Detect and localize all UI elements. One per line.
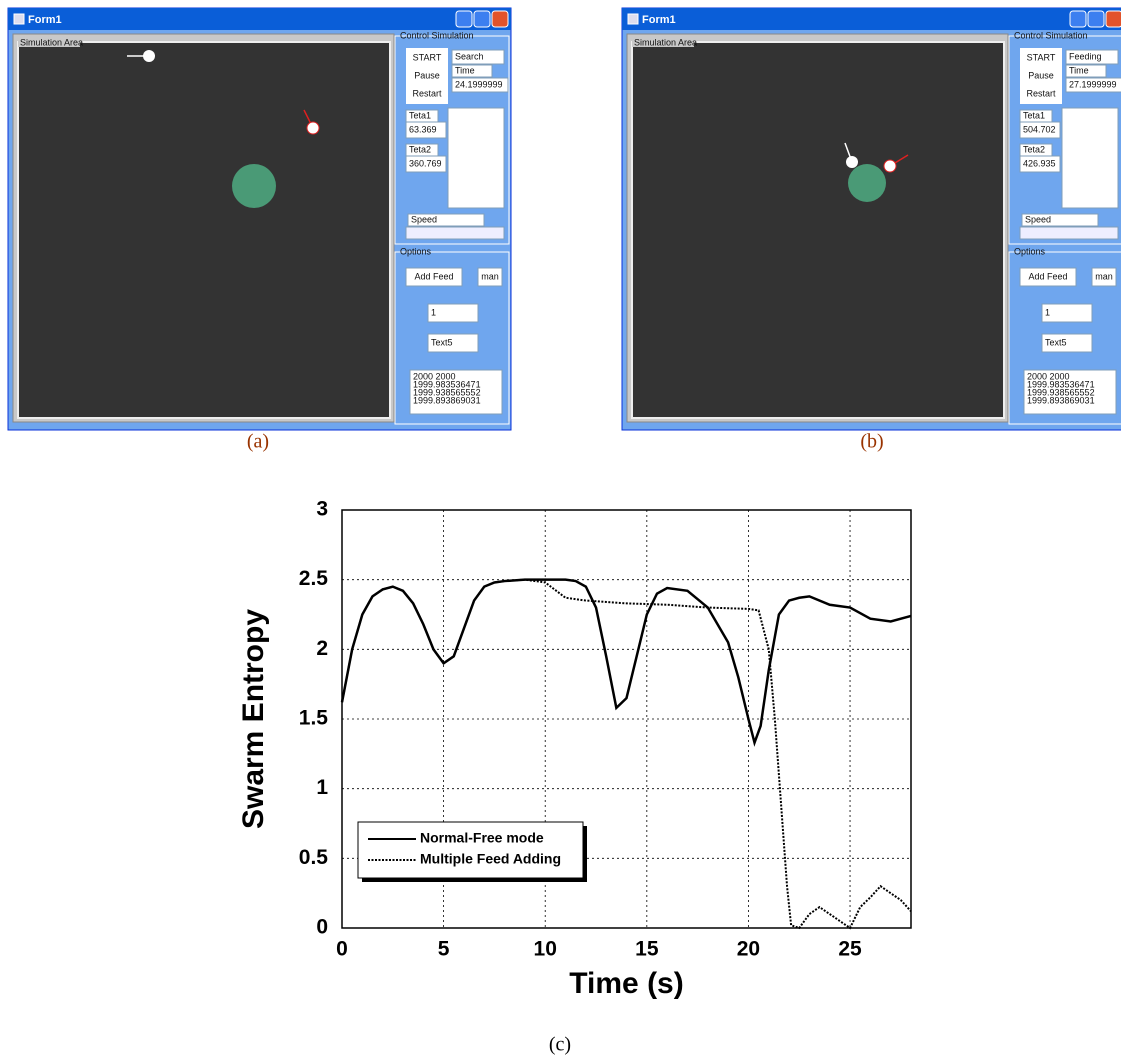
window-title: Form1 bbox=[642, 14, 676, 26]
teta1: 63.369 bbox=[409, 124, 437, 134]
y-tick-label: 0 bbox=[316, 916, 328, 939]
y-tick-label: 2 bbox=[316, 637, 328, 660]
speed-label: Speed bbox=[411, 214, 437, 224]
app-icon bbox=[628, 14, 638, 24]
caption: (a) bbox=[247, 431, 269, 453]
y-tick-label: 1.5 bbox=[299, 707, 329, 730]
x-tick-label: 10 bbox=[534, 938, 557, 961]
list-item: 1999.893869031 bbox=[413, 395, 481, 405]
control-label: Control Simulation bbox=[1014, 30, 1088, 40]
title-button[interactable] bbox=[1106, 11, 1121, 27]
feed bbox=[232, 164, 276, 208]
add-feed: Add Feed bbox=[414, 271, 453, 281]
field2: Text5 bbox=[431, 337, 453, 347]
window: Form1 Simulation Area Control Simulation ST… bbox=[622, 8, 1121, 453]
time: 27.1999999 bbox=[1069, 79, 1117, 89]
title-button[interactable] bbox=[1088, 11, 1104, 27]
sim-label: Simulation Area bbox=[20, 37, 83, 47]
x-tick-label: 20 bbox=[737, 938, 760, 961]
feed bbox=[848, 164, 886, 202]
sim-area bbox=[18, 42, 390, 418]
field1: 1 bbox=[1045, 307, 1050, 317]
button[interactable]: Pause bbox=[1028, 70, 1054, 80]
y-tick-label: 0.5 bbox=[299, 846, 329, 869]
field2: Text5 bbox=[1045, 337, 1067, 347]
scrollbar[interactable] bbox=[1020, 227, 1118, 239]
title-button[interactable] bbox=[1070, 11, 1086, 27]
y-tick-label: 3 bbox=[316, 498, 328, 521]
add-feed: Add Feed bbox=[1028, 271, 1067, 281]
teta1-label: Teta1 bbox=[1023, 110, 1045, 120]
title-button[interactable] bbox=[456, 11, 472, 27]
robot bbox=[143, 50, 155, 62]
caption: (c) bbox=[549, 1034, 571, 1056]
x-tick-label: 5 bbox=[438, 938, 450, 961]
robot bbox=[846, 156, 858, 168]
button[interactable]: START bbox=[413, 52, 442, 62]
x-tick-label: 15 bbox=[635, 938, 659, 961]
listbox-box bbox=[448, 108, 504, 208]
man: man bbox=[481, 271, 499, 281]
title-bar bbox=[622, 8, 1121, 30]
title-button[interactable] bbox=[492, 11, 508, 27]
teta2-label: Teta2 bbox=[409, 144, 431, 154]
sim-label: Simulation Area bbox=[634, 37, 697, 47]
app-icon bbox=[14, 14, 24, 24]
time-label: Time bbox=[455, 65, 475, 75]
x-tick-label: 0 bbox=[336, 938, 348, 961]
y-tick-label: 1 bbox=[316, 776, 328, 799]
teta2-label: Teta2 bbox=[1023, 144, 1045, 154]
button[interactable]: START bbox=[1027, 52, 1056, 62]
button[interactable]: Pause bbox=[414, 70, 440, 80]
y-axis-label: Swarm Entropy bbox=[237, 609, 270, 829]
figure: Form1 Simulation Area Control Simulation ST… bbox=[0, 0, 1121, 1059]
scrollbar[interactable] bbox=[406, 227, 504, 239]
window-title: Form1 bbox=[28, 14, 62, 26]
x-tick-label: 25 bbox=[838, 938, 862, 961]
window: Form1 Simulation Area Control Simulation ST… bbox=[8, 8, 511, 453]
mode: Search bbox=[455, 51, 484, 61]
time: 24.1999999 bbox=[455, 79, 503, 89]
robot bbox=[884, 160, 896, 172]
legend-label: Multiple Feed Adding bbox=[420, 851, 561, 867]
control-label: Control Simulation bbox=[400, 30, 474, 40]
robot bbox=[307, 122, 319, 134]
button[interactable]: Restart bbox=[1026, 88, 1056, 98]
listbox-box bbox=[1062, 108, 1118, 208]
y-tick-label: 2.5 bbox=[299, 567, 329, 590]
field1: 1 bbox=[431, 307, 436, 317]
teta1-label: Teta1 bbox=[409, 110, 431, 120]
teta2: 360.769 bbox=[409, 158, 442, 168]
legend-label: Normal-Free mode bbox=[420, 830, 544, 846]
mode: Feeding bbox=[1069, 51, 1102, 61]
options-label: Options bbox=[400, 246, 432, 256]
caption: (b) bbox=[860, 431, 883, 453]
button[interactable]: Restart bbox=[412, 88, 442, 98]
teta1: 504.702 bbox=[1023, 124, 1056, 134]
x-axis-label: Time (s) bbox=[569, 967, 683, 1000]
speed-label: Speed bbox=[1025, 214, 1051, 224]
teta2: 426.935 bbox=[1023, 158, 1056, 168]
list-item: 1999.893869031 bbox=[1027, 395, 1095, 405]
title-bar bbox=[8, 8, 511, 30]
man: man bbox=[1095, 271, 1113, 281]
title-button[interactable] bbox=[474, 11, 490, 27]
options-label: Options bbox=[1014, 246, 1046, 256]
sim-area bbox=[632, 42, 1004, 418]
time-label: Time bbox=[1069, 65, 1089, 75]
